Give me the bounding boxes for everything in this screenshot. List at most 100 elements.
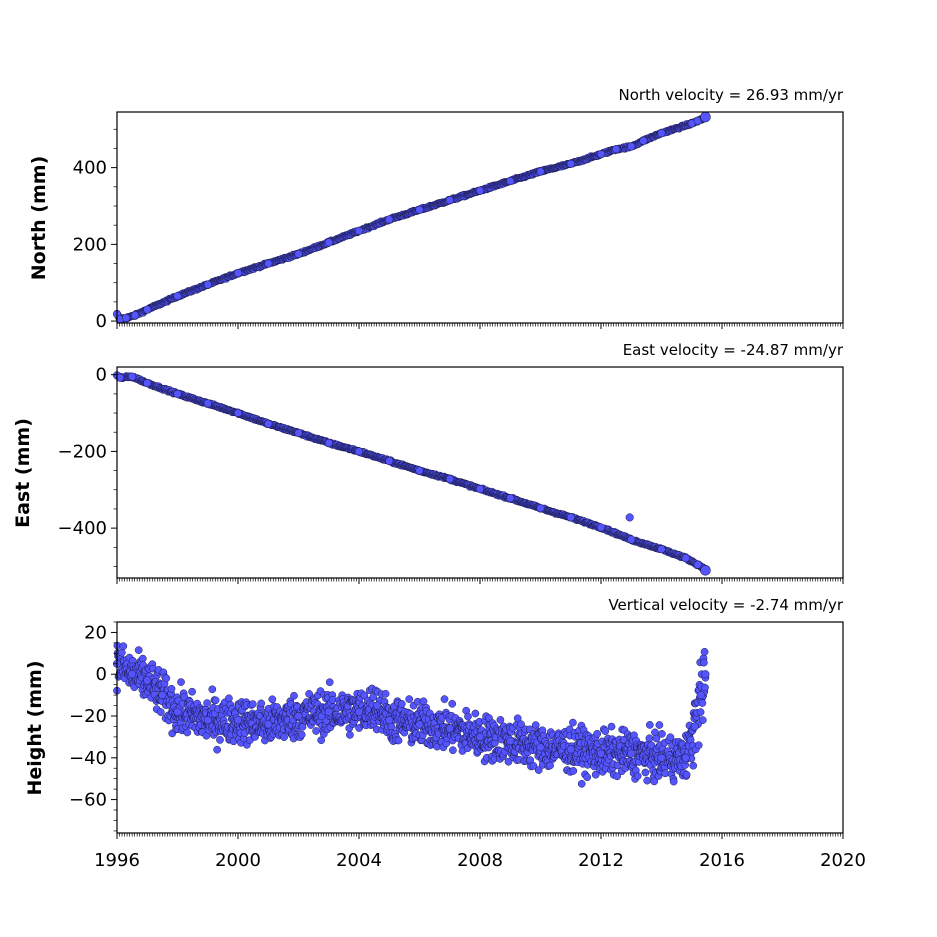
data-point: [701, 670, 710, 679]
data-point: [440, 695, 449, 703]
data-point: [475, 186, 485, 195]
east-velocity-title: East velocity = -24.87 mm/yr: [623, 341, 844, 359]
data-point: [700, 658, 708, 667]
data-point: [612, 145, 621, 154]
data-point: [627, 142, 636, 151]
height-axes: −60 −40 −20 0 20 1996 2000 2004 2008 2012 2016 2020: [69, 621, 866, 871]
north-ylabel: North (mm): [28, 156, 50, 281]
data-point: [158, 691, 167, 700]
data-point: [248, 700, 257, 708]
y-tick-label: −20: [69, 706, 107, 727]
data-point: [448, 699, 457, 708]
y-tick-label: 0: [96, 664, 107, 685]
data-point: [203, 399, 212, 408]
data-point: [681, 753, 690, 762]
data-point: [280, 733, 288, 741]
data-point: [131, 311, 140, 320]
data-point: [211, 696, 220, 705]
data-point: [143, 676, 152, 685]
data-point: [324, 238, 333, 247]
data-point: [264, 419, 273, 428]
axes-frame: [116, 111, 844, 324]
data-point: [657, 753, 666, 762]
y-tick-label: 0: [96, 365, 107, 386]
x-tick-label: 2020: [820, 850, 866, 871]
x-tick-label: 2008: [457, 850, 503, 871]
y-tick-label: −200: [58, 441, 107, 462]
east-points: [112, 371, 711, 576]
data-point: [208, 685, 217, 694]
data-point: [213, 745, 221, 754]
vertical-velocity-title: Vertical velocity = -2.74 mm/yr: [608, 596, 843, 614]
data-point: [666, 733, 675, 742]
data-point: [696, 708, 705, 716]
data-point: [536, 504, 545, 513]
x-tick-label: 2012: [578, 850, 624, 871]
data-point: [354, 707, 364, 716]
data-point: [475, 732, 485, 741]
y-tick-label: 200: [73, 234, 107, 255]
data-point: [188, 687, 196, 696]
data-point: [233, 269, 243, 278]
data-point: [183, 728, 192, 737]
data-point: [173, 707, 182, 716]
data-point: [385, 215, 394, 224]
data-point: [689, 761, 698, 770]
data-point: [583, 773, 592, 782]
data-point: [445, 724, 454, 733]
data-point: [354, 226, 364, 235]
data-point: [471, 709, 480, 718]
data-point: [324, 707, 333, 716]
data-point: [682, 770, 691, 779]
data-point: [294, 711, 303, 721]
data-point: [504, 757, 513, 766]
data-point: [415, 720, 424, 729]
axes-frame: [116, 366, 844, 579]
data-point: [373, 701, 382, 710]
data-point: [569, 767, 578, 775]
data-point: [596, 150, 606, 159]
data-point: [593, 729, 602, 738]
data-point: [162, 674, 171, 683]
data-point: [513, 714, 522, 723]
data-point: [312, 727, 320, 735]
north-axes: 0 200 400: [73, 111, 844, 332]
north-velocity-title: North velocity = 26.93 mm/yr: [619, 86, 844, 104]
data-point: [529, 762, 538, 770]
y-tick-label: −60: [69, 790, 107, 811]
data-point: [294, 428, 303, 438]
data-point: [233, 716, 243, 725]
data-point: [156, 708, 165, 716]
data-point: [119, 642, 128, 651]
data-point: [647, 741, 656, 750]
data-point: [216, 736, 224, 744]
data-point: [601, 727, 610, 735]
data-point: [173, 389, 182, 398]
data-point: [693, 560, 702, 569]
x-tick-label: 2000: [215, 850, 261, 871]
data-point: [385, 456, 394, 466]
data-point: [264, 720, 273, 729]
data-point: [203, 716, 212, 725]
data-point: [385, 716, 394, 725]
x-tick-label: 2004: [336, 850, 382, 871]
data-point: [143, 379, 152, 388]
y-tick-label: −400: [58, 518, 107, 539]
data-point: [290, 691, 298, 700]
data-point: [506, 177, 515, 186]
data-point: [690, 722, 699, 731]
data-point: [405, 695, 414, 703]
y-tick-label: 400: [73, 158, 107, 179]
data-point: [415, 466, 424, 475]
data-point: [655, 721, 664, 729]
data-point: [138, 654, 147, 663]
data-point: [566, 745, 575, 754]
data-point: [652, 734, 661, 743]
data-point: [225, 694, 233, 703]
data-point: [607, 722, 616, 731]
data-point: [449, 746, 457, 755]
data-point: [591, 770, 600, 779]
east-panel: East velocity = -24.87 mm/yr −400 −200 0 E…: [12, 341, 844, 584]
data-point: [645, 721, 654, 729]
